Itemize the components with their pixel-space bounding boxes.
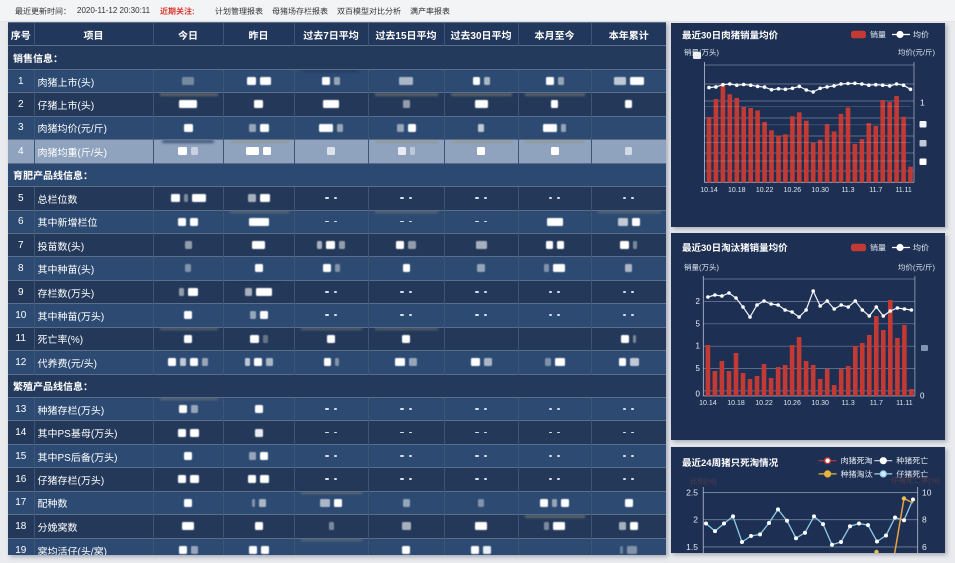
svg-text:种猪死亡: 种猪死亡 (896, 457, 928, 466)
svg-text:销量: 销量 (870, 244, 886, 253)
svg-text:0: 0 (920, 391, 925, 400)
svg-text:10: 10 (922, 488, 932, 498)
svg-text:11.7: 11.7 (869, 187, 882, 194)
svg-text:最近24周猪只死淘情况: 最近24周猪只死淘情况 (682, 457, 779, 469)
svg-text:1: 1 (920, 98, 925, 108)
svg-text:5: 5 (696, 364, 701, 373)
svg-text:均价: 均价 (913, 31, 929, 40)
svg-text:仔猪死亡: 仔猪死亡 (896, 470, 928, 479)
svg-text:2.5: 2.5 (686, 488, 698, 498)
svg-text:10.30: 10.30 (811, 187, 829, 194)
svg-text:6: 6 (922, 542, 927, 552)
svg-text:10.14: 10.14 (699, 400, 717, 407)
svg-text:10.26: 10.26 (783, 400, 801, 407)
svg-text:11.3: 11.3 (842, 400, 855, 407)
svg-text:10.26: 10.26 (784, 187, 802, 194)
svg-text:5: 5 (696, 319, 701, 328)
svg-text:销量(万头): 销量(万头) (684, 48, 719, 57)
svg-text:2: 2 (693, 515, 698, 525)
svg-text:销量: 销量 (870, 31, 886, 40)
svg-text:11.11: 11.11 (896, 400, 913, 407)
svg-text:10.22: 10.22 (756, 187, 774, 194)
svg-text:10.18: 10.18 (728, 187, 746, 194)
svg-text:10.30: 10.30 (811, 400, 829, 407)
svg-text:均价: 均价 (913, 244, 929, 253)
svg-text:1.5: 1.5 (686, 542, 698, 552)
svg-text:种猪淘汰: 种猪淘汰 (841, 470, 873, 479)
svg-text:2: 2 (696, 297, 701, 306)
svg-text:11.11: 11.11 (895, 187, 912, 194)
svg-text:10.18: 10.18 (727, 400, 745, 407)
svg-text:仔猪死亡率(%): 仔猪死亡率(%) (891, 476, 941, 485)
svg-text:1: 1 (696, 342, 701, 351)
svg-text:11.7: 11.7 (870, 400, 883, 407)
svg-text:最近30日肉猪销量均价: 最近30日肉猪销量均价 (682, 30, 779, 42)
svg-text:0: 0 (696, 389, 701, 398)
svg-text:均价(元/斤): 均价(元/斤) (898, 48, 936, 57)
svg-text:最近30日淘汰猪销量均价: 最近30日淘汰猪销量均价 (682, 242, 788, 254)
svg-text:10.14: 10.14 (700, 187, 718, 194)
svg-text:11.3: 11.3 (841, 187, 854, 194)
svg-text:比例(%): 比例(%) (690, 477, 717, 486)
svg-text:均价(元/斤): 均价(元/斤) (898, 263, 936, 272)
svg-text:销量(万头): 销量(万头) (684, 263, 719, 272)
svg-text:8: 8 (922, 515, 927, 525)
svg-text:10.22: 10.22 (755, 400, 773, 407)
svg-text:肉猪死淘: 肉猪死淘 (841, 457, 873, 466)
